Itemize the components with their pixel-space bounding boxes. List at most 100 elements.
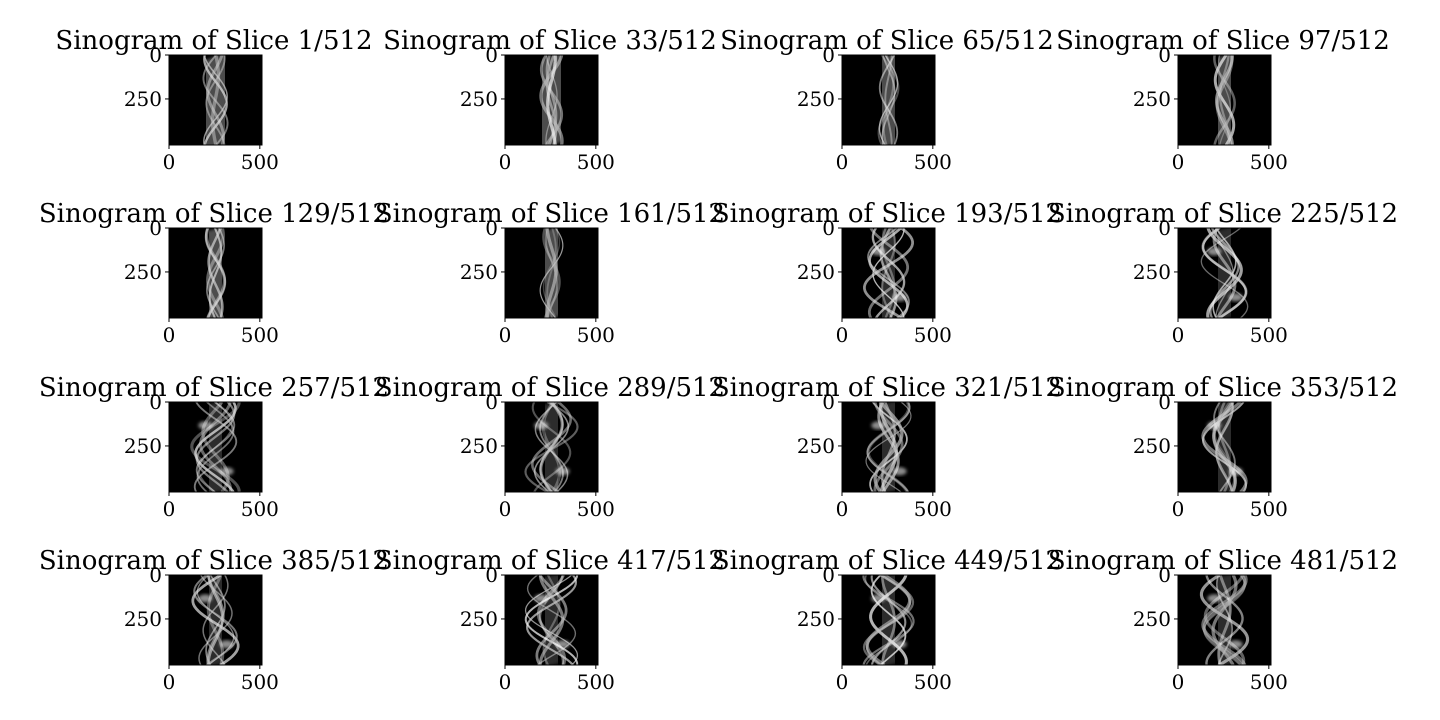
axes-frame xyxy=(1177,401,1272,493)
x-tick-label: 0 xyxy=(163,497,176,521)
sinusoid-trace xyxy=(871,228,906,318)
sinusoid-trace xyxy=(196,402,235,492)
x-tick-label: 0 xyxy=(1172,323,1185,347)
y-tick-label: 250 xyxy=(797,87,835,111)
axes-frame xyxy=(841,574,936,666)
sinogram-highlight xyxy=(871,594,886,603)
y-tick-label: 0 xyxy=(149,390,162,414)
sinusoid-trace xyxy=(201,402,230,492)
subplot-title: Sinogram of Slice 449/512 xyxy=(712,546,1062,576)
sinogram-traces xyxy=(186,402,245,492)
sinogram-traces xyxy=(1207,55,1242,145)
subplot-title: Sinogram of Slice 225/512 xyxy=(1048,199,1398,229)
sinogram-traces xyxy=(859,402,918,492)
y-tick-label: 250 xyxy=(124,87,162,111)
sinusoid-trace xyxy=(198,402,233,492)
sinogram-envelope xyxy=(871,55,906,145)
x-tick-label: 500 xyxy=(914,150,952,174)
y-tick-label: 250 xyxy=(797,260,835,284)
x-tick-label: 0 xyxy=(499,150,512,174)
x-tick-label: 0 xyxy=(499,323,512,347)
sinogram-traces xyxy=(198,228,233,318)
sinusoid-trace xyxy=(205,575,226,665)
y-tick-label: 250 xyxy=(124,434,162,458)
sinusoid-trace xyxy=(202,55,229,145)
sinogram-highlight xyxy=(1207,421,1222,430)
x-tick-label: 500 xyxy=(577,323,615,347)
y-tick-label: 0 xyxy=(149,43,162,67)
sinusoid-trace xyxy=(878,55,899,145)
sinogram-traces xyxy=(871,55,906,145)
y-tick-label: 250 xyxy=(460,607,498,631)
sinusoid-trace xyxy=(525,575,578,665)
sinogram-envelope xyxy=(1195,228,1254,318)
sinusoid-trace xyxy=(191,575,240,665)
y-tick-label: 0 xyxy=(485,390,498,414)
x-tick-label: 0 xyxy=(163,150,176,174)
sinusoid-trace xyxy=(208,228,223,318)
sinusoid-trace xyxy=(870,575,907,665)
sinusoid-trace xyxy=(195,402,236,492)
axes-frame xyxy=(1177,54,1272,146)
subplot-title: Sinogram of Slice 33/512 xyxy=(383,26,717,56)
y-tick-label: 0 xyxy=(822,390,835,414)
subplot-title: Sinogram of Slice 353/512 xyxy=(1048,373,1398,403)
sinogram-traces xyxy=(859,228,918,318)
y-tick-label: 0 xyxy=(822,216,835,240)
sinusoid-trace xyxy=(867,228,910,318)
subplot-title: Sinogram of Slice 193/512 xyxy=(712,199,1062,229)
sinogram-highlight xyxy=(219,640,234,649)
sinusoid-trace xyxy=(881,228,896,318)
subplot-title: Sinogram of Slice 257/512 xyxy=(39,373,389,403)
sinusoid-trace xyxy=(193,575,238,665)
axes-frame xyxy=(841,401,936,493)
axes-frame xyxy=(504,54,599,146)
subplot-title: Sinogram of Slice 1/512 xyxy=(55,26,372,56)
sinusoid-trace xyxy=(539,402,564,492)
y-tick-label: 0 xyxy=(1158,563,1171,587)
sinusoid-trace xyxy=(1211,575,1238,665)
sinusoid-trace xyxy=(1212,228,1237,318)
sinogram-highlight xyxy=(219,467,234,476)
y-tick-label: 250 xyxy=(460,434,498,458)
sinogram-highlight xyxy=(871,421,886,430)
x-tick-label: 0 xyxy=(836,497,849,521)
subplot-title: Sinogram of Slice 129/512 xyxy=(39,199,389,229)
sinusoid-trace xyxy=(546,55,557,145)
sinusoid-trace xyxy=(538,575,565,665)
axes-frame xyxy=(1177,574,1272,666)
axes-frame xyxy=(168,574,263,666)
sinogram-highlight xyxy=(555,467,570,476)
sinusoid-trace xyxy=(205,55,226,145)
y-tick-label: 0 xyxy=(149,563,162,587)
sinogram-highlight xyxy=(198,421,213,430)
y-tick-label: 0 xyxy=(485,216,498,240)
sinusoid-trace xyxy=(545,228,558,318)
sinusoid-trace xyxy=(531,402,572,492)
y-tick-label: 0 xyxy=(1158,390,1171,414)
x-tick-label: 500 xyxy=(241,150,279,174)
subplot-title: Sinogram of Slice 321/512 xyxy=(712,373,1062,403)
sinogram-traces xyxy=(522,575,581,665)
sinogram-highlight xyxy=(1228,467,1243,476)
x-tick-label: 0 xyxy=(1172,497,1185,521)
sinogram-traces xyxy=(534,228,569,318)
x-tick-label: 500 xyxy=(914,323,952,347)
sinogram-highlight xyxy=(892,293,907,302)
x-tick-label: 500 xyxy=(914,497,952,521)
sinogram-envelope xyxy=(522,402,581,492)
x-tick-label: 500 xyxy=(577,150,615,174)
sinusoid-trace xyxy=(1217,402,1232,492)
sinusoid-trace xyxy=(206,55,225,145)
y-tick-label: 0 xyxy=(1158,216,1171,240)
subplot-title: Sinogram of Slice 97/512 xyxy=(1056,26,1390,56)
